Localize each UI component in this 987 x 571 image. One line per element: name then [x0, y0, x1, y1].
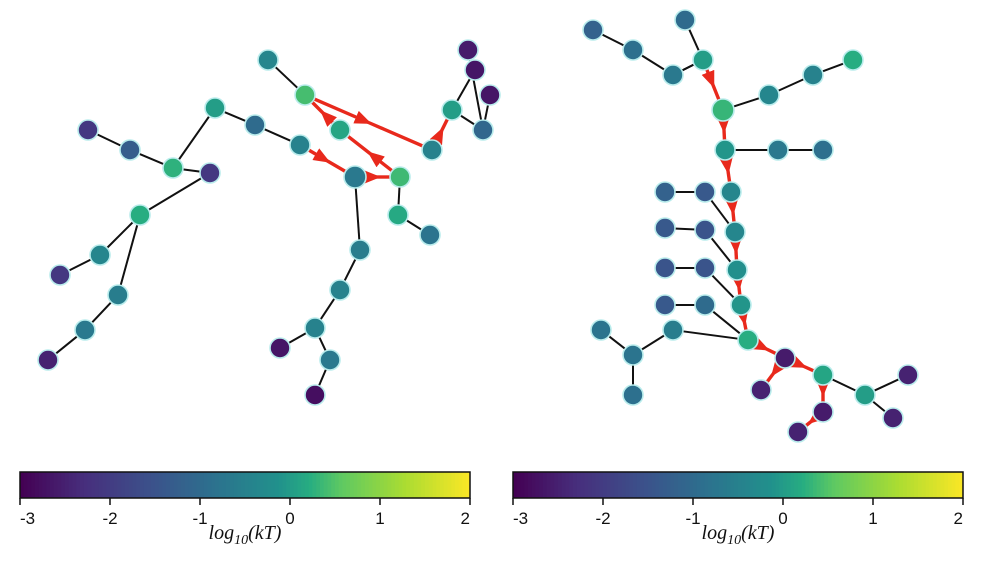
svg-text:-3: -3: [20, 509, 35, 528]
tree-node[interactable]: [655, 182, 675, 202]
tree-node[interactable]: [330, 280, 350, 300]
tree-node[interactable]: [305, 318, 325, 338]
tree-node[interactable]: [38, 350, 58, 370]
tree-node[interactable]: [270, 338, 290, 358]
tree-node[interactable]: [803, 65, 823, 85]
tree-node[interactable]: [163, 158, 183, 178]
tree-node[interactable]: [390, 167, 410, 187]
svg-text:-1: -1: [685, 509, 700, 528]
tree-node[interactable]: [90, 245, 110, 265]
tree-node[interactable]: [50, 265, 70, 285]
tree-node[interactable]: [715, 140, 735, 160]
tree-node[interactable]: [130, 205, 150, 225]
svg-text:-2: -2: [102, 509, 117, 528]
tree-node[interactable]: [813, 402, 833, 422]
tree-node[interactable]: [388, 205, 408, 225]
left-colorbar: -3 -2 -1 0 1 2: [20, 470, 470, 516]
left-tree-panel: -3 -2 -1 0 1 2 log10(kT): [0, 0, 494, 571]
tree-node[interactable]: [663, 320, 683, 340]
tree-node[interactable]: [725, 222, 745, 242]
tree-node[interactable]: [200, 163, 220, 183]
tree-node[interactable]: [442, 100, 462, 120]
tree-node[interactable]: [775, 348, 795, 368]
tree-node[interactable]: [695, 258, 715, 278]
tree-node[interactable]: [623, 40, 643, 60]
tree-node[interactable]: [663, 65, 683, 85]
tree-node[interactable]: [768, 140, 788, 160]
tree-node[interactable]: [290, 135, 310, 155]
tree-node[interactable]: [693, 50, 713, 70]
left-colorbar-group: -3 -2 -1 0 1 2 log10(kT): [20, 470, 470, 549]
tree-node[interactable]: [721, 182, 741, 202]
tree-node[interactable]: [465, 60, 485, 80]
tree-node[interactable]: [583, 20, 603, 40]
svg-text:-3: -3: [513, 509, 528, 528]
tree-node[interactable]: [813, 140, 833, 160]
tree-node[interactable]: [738, 330, 758, 350]
left-colorbar-title: log10(kT): [20, 522, 470, 549]
svg-text:1: 1: [375, 509, 384, 528]
tree-node[interactable]: [813, 365, 833, 385]
right-colorbar-group: -3 -2 -1 0 1 2 log10(kT): [513, 470, 963, 549]
tree-node[interactable]: [473, 120, 493, 140]
tree-node[interactable]: [751, 380, 771, 400]
tree-node[interactable]: [623, 385, 643, 405]
tree-node[interactable]: [843, 50, 863, 70]
tree-node[interactable]: [883, 408, 903, 428]
tree-node[interactable]: [344, 166, 366, 188]
tree-node[interactable]: [120, 140, 140, 160]
right-colorbar-title: log10(kT): [513, 522, 963, 549]
tree-node[interactable]: [788, 422, 808, 442]
tree-node[interactable]: [245, 115, 265, 135]
tree-node[interactable]: [695, 295, 715, 315]
tree-node[interactable]: [712, 99, 734, 121]
tree-node[interactable]: [655, 295, 675, 315]
tree-node[interactable]: [295, 85, 315, 105]
svg-text:-1: -1: [192, 509, 207, 528]
tree-node[interactable]: [458, 40, 478, 60]
tree-node[interactable]: [78, 120, 98, 140]
tree-node[interactable]: [350, 240, 370, 260]
tree-node[interactable]: [420, 225, 440, 245]
tree-node[interactable]: [258, 50, 278, 70]
tree-node[interactable]: [655, 218, 675, 238]
tree-node[interactable]: [205, 98, 225, 118]
tree-node[interactable]: [305, 385, 325, 405]
tree-node[interactable]: [855, 385, 875, 405]
tree-node[interactable]: [655, 258, 675, 278]
tree-node[interactable]: [675, 10, 695, 30]
right-colorbar: -3 -2 -1 0 1 2: [513, 470, 963, 516]
tree-node[interactable]: [695, 182, 715, 202]
tree-node[interactable]: [320, 350, 340, 370]
tree-node[interactable]: [108, 285, 128, 305]
tree-node[interactable]: [330, 120, 350, 140]
tree-node[interactable]: [727, 260, 747, 280]
tree-node[interactable]: [898, 365, 918, 385]
svg-text:2: 2: [954, 509, 963, 528]
tree-node[interactable]: [75, 320, 95, 340]
svg-text:2: 2: [461, 509, 470, 528]
svg-text:1: 1: [868, 509, 877, 528]
tree-node[interactable]: [591, 320, 611, 340]
svg-text:-2: -2: [595, 509, 610, 528]
tree-node[interactable]: [759, 85, 779, 105]
tree-node[interactable]: [731, 295, 751, 315]
tree-node[interactable]: [695, 220, 715, 240]
right-tree-panel: -3 -2 -1 0 1 2 log10(kT): [493, 0, 987, 571]
svg-text:0: 0: [285, 509, 294, 528]
svg-text:0: 0: [778, 509, 787, 528]
right-tree-svg: [493, 0, 987, 410]
tree-node[interactable]: [623, 345, 643, 365]
tree-node[interactable]: [422, 140, 442, 160]
left-tree-svg: [0, 0, 494, 410]
